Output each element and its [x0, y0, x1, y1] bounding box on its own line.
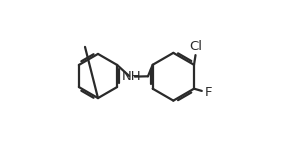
Text: F: F	[205, 86, 212, 99]
Text: Cl: Cl	[189, 40, 202, 53]
Text: NH: NH	[122, 70, 142, 83]
